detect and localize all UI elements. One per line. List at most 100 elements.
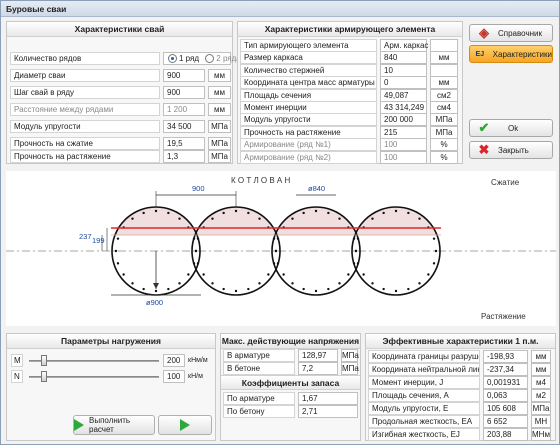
rebar-row-5-unit: см4 — [430, 101, 458, 114]
effective-row-6-label: Изгибная жесткость, EJ — [368, 428, 480, 441]
rebar-row-3-label: Координата центра масс арматуры — [240, 76, 377, 90]
rows-count-row: Количество рядов 1 ряд 2 ряда — [10, 52, 241, 65]
modulus-input[interactable]: 34 500 — [163, 120, 205, 133]
radio-1-row-label[interactable]: 1 ряд — [179, 54, 200, 63]
stress-row-0-row: В арматуре 128,97 МПа — [223, 349, 359, 362]
rebar-panel: Характеристики армирующего элемента Тип … — [237, 21, 463, 164]
load-m-slider[interactable] — [29, 354, 159, 367]
diameter-input[interactable]: 900 — [163, 69, 205, 82]
effective-row-6-unit: МНм — [531, 428, 551, 441]
rebar-dot — [434, 249, 438, 253]
effective-panel-title: Эффективные характеристики 1 п.м. сечени… — [366, 334, 555, 361]
section-drawing: К О Т Л О В А Н Сжатие Растяжение 900 ø8… — [6, 171, 556, 326]
load-n-slider[interactable] — [29, 370, 159, 383]
run-calculation-label: Выполнить расчет — [89, 416, 131, 434]
compression-row: Прочность на сжатие 19,5 МПа — [10, 137, 231, 150]
rebar-row-7-unit: МПа — [430, 125, 458, 139]
safety-row-0-value: 1,67 — [298, 392, 358, 405]
close-button[interactable]: ✖ Закрыть — [469, 141, 553, 159]
ok-button[interactable]: ✔ Ok — [469, 119, 553, 137]
rebar-dot — [114, 249, 118, 253]
radio-1-row[interactable] — [168, 54, 177, 64]
characteristics-button[interactable]: EJ Характеристики — [469, 45, 553, 63]
rebar-dot — [394, 209, 398, 213]
rows-count-options: 1 ряд 2 ряда — [163, 52, 241, 65]
rebar-dot — [407, 287, 410, 291]
effective-row-5-value: 6 652 — [483, 415, 528, 428]
section-drawing-svg: К О Т Л О В А Н Сжатие Растяжение 900 ø8… — [6, 176, 556, 321]
step-input[interactable]: 900 — [163, 86, 205, 99]
rebar-dot — [338, 217, 341, 220]
rebar-row-9-row: Армирование (ряд №2) 100% — [240, 150, 458, 164]
load-m-unit: кНм/м — [188, 357, 208, 364]
rebar-dot — [142, 287, 145, 291]
rebar-row-7-label: Прочность на растяжение — [240, 125, 377, 139]
rebar-row-4-label: Площадь сечения — [240, 88, 377, 102]
rebar-dot — [211, 217, 214, 220]
compression-input[interactable]: 19,5 — [163, 137, 205, 150]
modulus-label: Модуль упругости — [10, 120, 160, 133]
load-n-label: N — [11, 370, 23, 383]
stress-panel: Макс. действующие напряжения В арматуре 1… — [220, 333, 361, 441]
step-label: Шаг свай в ряду — [10, 86, 160, 99]
reference-button[interactable]: ◈ Справочник — [469, 24, 553, 42]
rebar-dots — [114, 209, 438, 293]
rebar-dot — [122, 273, 125, 276]
rebar-dot — [234, 289, 238, 293]
rebar-dot — [131, 217, 134, 220]
tension-label: Прочность на растяжение — [10, 150, 160, 163]
rebar-row-6-label: Модуль упругости — [240, 113, 377, 127]
row-distance-input[interactable]: 1 200 — [163, 103, 205, 116]
modulus-unit: МПа — [208, 120, 231, 133]
rebar-dot — [142, 211, 145, 215]
rebar-dot — [167, 287, 170, 291]
safety-row-1-value: 2,71 — [298, 405, 358, 418]
stress-panel-title: Макс. действующие напряжения — [221, 334, 360, 349]
tension-input[interactable]: 1,3 — [163, 150, 205, 163]
rebar-row-7-value: 215 — [380, 125, 427, 139]
loads-panel-title: Параметры нагружения — [7, 334, 215, 349]
stress-row-1-label: В бетоне — [223, 362, 295, 375]
safety-row-1-row: По бетону 2,71 — [223, 405, 358, 418]
rebar-row-2-label: Количество стержней — [240, 63, 377, 77]
stress-row-1-unit: МПа — [341, 362, 359, 375]
run-calculation-button[interactable]: Выполнить расчет — [73, 415, 155, 435]
offset-b-label: 199 — [92, 236, 105, 245]
rebar-dot — [222, 287, 225, 291]
pile-dimension-label: ø900 — [146, 298, 163, 307]
rebar-row-5-row: Момент инерции 43 314,249 см4 — [240, 101, 458, 114]
effective-row-1-label: Координата нейтральной линии — [368, 363, 480, 376]
radio-2-rows[interactable] — [205, 54, 215, 64]
load-m-slider-track — [29, 360, 159, 362]
frame-dimension-label: ø840 — [308, 184, 325, 193]
rebar-dot — [178, 217, 181, 220]
rebar-dot — [352, 237, 356, 240]
rebar-row-1-label: Размер каркаса — [240, 51, 377, 65]
load-n-slider-thumb[interactable] — [41, 371, 48, 382]
stress-row-1-row: В бетоне 7,2 МПа — [223, 362, 359, 375]
load-m-slider-thumb[interactable] — [41, 355, 48, 366]
rebar-row-3-value: 0 — [380, 76, 427, 90]
play-button[interactable] — [158, 415, 212, 435]
safety-row-0-row: По арматуре 1,67 — [223, 392, 358, 405]
rebar-row-1-value: 840 — [380, 51, 427, 65]
rebar-row-0-value: Арм. каркас — [380, 39, 428, 52]
safety-panel-title: Коэффициенты запаса — [221, 375, 360, 390]
rebar-dot — [192, 262, 196, 265]
rebar-dot — [314, 289, 318, 293]
rebar-dot — [247, 211, 250, 215]
load-m-input[interactable]: 200 — [163, 354, 185, 367]
rebar-dot — [202, 273, 205, 276]
eraser-icon: ◈ — [479, 25, 489, 40]
effective-row-2-unit: м4 — [531, 376, 551, 389]
load-n-input[interactable]: 100 — [163, 370, 185, 383]
load-n-row: N — [11, 370, 23, 383]
rebar-dot — [302, 287, 305, 291]
check-icon: ✔ — [478, 120, 490, 135]
pile-3 — [271, 206, 361, 296]
effective-row-3-label: Площадь сечения, A — [368, 389, 480, 402]
rebar-row-8-unit: % — [430, 138, 458, 152]
radio-2-rows-label[interactable]: 2 ряда — [216, 54, 241, 63]
